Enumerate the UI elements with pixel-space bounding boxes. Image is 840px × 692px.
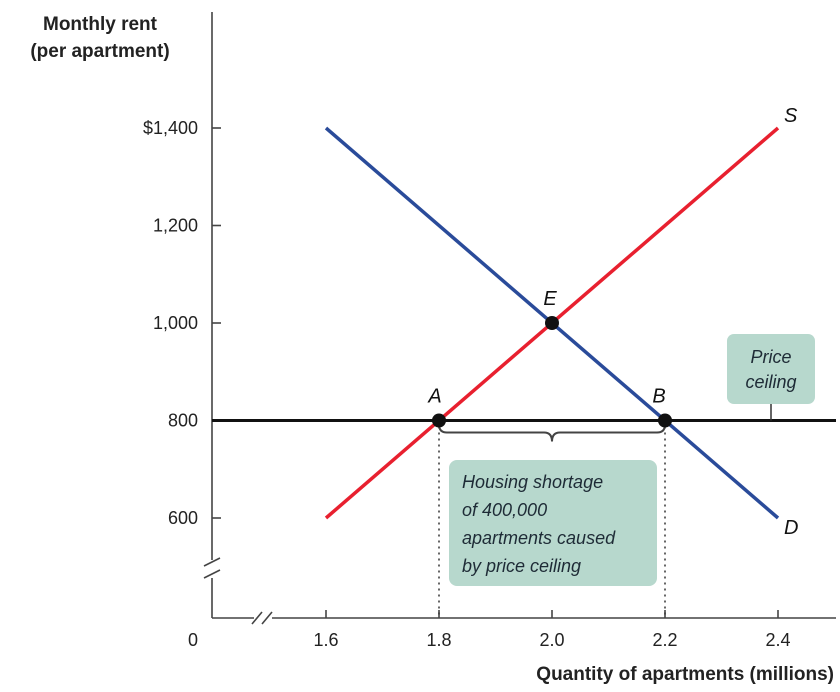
x-axis-break-mark [261, 611, 273, 625]
y-axis-title-line2: (per apartment) [30, 41, 169, 62]
y-tick-label: 1,200 [153, 216, 198, 236]
x-tick-label: 2.2 [652, 630, 677, 650]
y-tick-label: 600 [168, 508, 198, 528]
x-tick-label: 2.0 [539, 630, 564, 650]
y-tick-label: 1,000 [153, 313, 198, 333]
y-tick-label: $1,400 [143, 118, 198, 138]
labels: S D E A B [427, 105, 798, 539]
curves [212, 126, 836, 520]
annotations: Price ceiling Housing shortage of 400,000 ap… [438, 334, 815, 586]
axes: $1,400 1,200 1,000 800 600 1.6 1.8 2.0 2.2 2.4 0 Mo… [30, 12, 836, 685]
point-b [658, 413, 672, 428]
price-ceiling-callout-box [727, 334, 815, 404]
shortage-brace [438, 424, 666, 442]
y-axis-break-mark [203, 557, 221, 567]
point-label-a: A [427, 386, 441, 408]
point-e [545, 316, 559, 330]
demand-curve-label: D [784, 517, 798, 539]
origin-label: 0 [188, 630, 198, 650]
x-axis-title: Quantity of apartments (millions) [536, 664, 834, 685]
price-ceiling-callout-line: Price [750, 347, 791, 367]
y-axis-break-mark [203, 569, 221, 579]
x-tick-label: 2.4 [765, 630, 790, 650]
supply-curve-label: S [784, 105, 798, 127]
shortage-callout-line: by price ceiling [462, 556, 581, 576]
points [432, 316, 672, 428]
y-tick-label: 800 [168, 411, 198, 431]
point-label-e: E [543, 288, 557, 310]
x-tick-label: 1.6 [313, 630, 338, 650]
price-ceiling-callout-line: ceiling [745, 372, 796, 392]
x-axis-break-mark [251, 611, 263, 625]
shortage-callout-line: apartments caused [462, 528, 616, 548]
point-a [432, 413, 446, 428]
point-label-b: B [652, 386, 665, 408]
shortage-callout-line: of 400,000 [462, 500, 547, 520]
shortage-callout-line: Housing shortage [462, 472, 603, 492]
shortage-callout-box [449, 460, 657, 586]
y-axis-title-line1: Monthly rent [43, 14, 158, 35]
x-tick-label: 1.8 [426, 630, 451, 650]
